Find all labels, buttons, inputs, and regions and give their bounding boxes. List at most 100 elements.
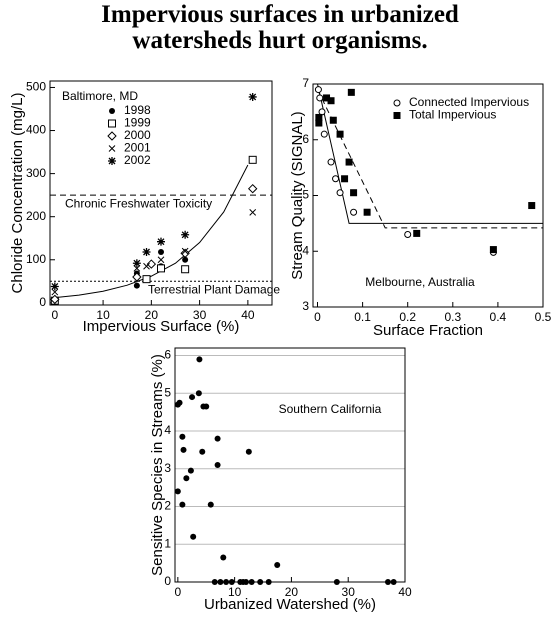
legend-label: 1999 <box>124 116 151 130</box>
point <box>203 403 210 410</box>
y-tick-label: 4 <box>302 243 309 257</box>
point <box>528 202 536 210</box>
point <box>51 288 59 296</box>
point <box>327 97 335 105</box>
x-tick-label: 0 <box>174 585 181 599</box>
y-tick-label: 0 <box>39 295 46 309</box>
x-axis-label: Impervious Surface (%) <box>83 318 240 335</box>
x-tick-label: 10 <box>96 308 110 322</box>
y-tick-label: 300 <box>26 166 46 180</box>
x-tick-label: 0.4 <box>490 310 507 324</box>
point <box>220 554 227 561</box>
y-tick-label: 400 <box>26 123 46 137</box>
x-tick-label: 0.3 <box>444 310 461 324</box>
x-tick-label: 30 <box>342 585 356 599</box>
point <box>223 579 230 585</box>
y-tick-label: 500 <box>26 80 46 94</box>
point <box>142 248 151 257</box>
point <box>157 256 165 264</box>
legend-label: 1998 <box>124 103 151 117</box>
y-tick-label: 100 <box>26 252 46 266</box>
legend-label: 2000 <box>124 128 151 142</box>
point <box>132 259 141 268</box>
point <box>50 294 60 305</box>
point <box>332 175 340 183</box>
point <box>248 92 257 101</box>
point <box>158 249 164 256</box>
y-axis-label: Sensitive Species in Streams (%) <box>149 354 166 576</box>
point <box>217 579 224 585</box>
point <box>384 579 391 585</box>
y-axis-label: Chloride Concentration (mg/L) <box>9 93 26 294</box>
point <box>211 579 218 585</box>
point <box>50 282 59 291</box>
point <box>315 119 323 127</box>
x-tick-label: 40 <box>398 585 412 599</box>
point <box>196 356 203 363</box>
point <box>133 282 140 289</box>
annotation: Southern California <box>279 402 382 416</box>
point <box>133 265 141 272</box>
y-tick-label: 6 <box>164 348 171 362</box>
point <box>214 435 221 442</box>
point <box>107 131 117 141</box>
point <box>189 394 196 401</box>
legend-label: 2001 <box>124 141 151 155</box>
point <box>336 189 344 197</box>
point <box>320 130 328 138</box>
figure-title: Impervious surfaces in urbanized watersh… <box>101 1 459 54</box>
y-tick-label: 5 <box>302 188 309 202</box>
point <box>228 579 235 585</box>
point <box>257 579 264 585</box>
point <box>345 158 353 166</box>
point <box>248 579 255 585</box>
point <box>214 462 221 468</box>
point <box>190 533 197 540</box>
plot-frame <box>312 83 544 308</box>
point <box>341 175 349 183</box>
point <box>157 264 165 273</box>
point <box>336 130 344 138</box>
reference-label: Terrestrial Plant Damage <box>148 282 280 296</box>
point <box>393 99 401 107</box>
point <box>347 88 355 96</box>
point <box>248 155 257 164</box>
point <box>333 579 340 585</box>
point <box>146 259 157 269</box>
plot-frame <box>49 80 273 306</box>
legend-label: Connected Impervious <box>409 95 529 109</box>
point <box>142 275 151 284</box>
point <box>390 579 397 585</box>
point <box>183 475 190 482</box>
point <box>181 265 190 274</box>
point <box>181 230 190 239</box>
point <box>316 94 324 102</box>
y-tick-label: 0 <box>164 574 171 588</box>
point <box>265 579 272 585</box>
plot-frame <box>174 347 406 583</box>
point <box>247 183 258 194</box>
point <box>363 208 371 216</box>
x-axis-label: Urbanized Watershed (%) <box>204 596 376 613</box>
x-tick-label: 20 <box>145 308 159 322</box>
point <box>404 231 412 239</box>
y-tick-label: 4 <box>164 423 171 437</box>
x-tick-label: 0.2 <box>399 310 416 324</box>
point <box>179 433 186 440</box>
y-tick-label: 6 <box>302 132 309 146</box>
point <box>207 501 214 508</box>
point <box>179 501 186 508</box>
y-tick-label: 3 <box>164 461 171 475</box>
point <box>143 262 150 270</box>
fit-line <box>54 164 249 299</box>
point <box>157 237 165 246</box>
x-tick-label: 10 <box>228 585 242 599</box>
x-tick-label: 20 <box>285 585 299 599</box>
point <box>195 390 202 397</box>
x-tick-label: 40 <box>241 308 255 322</box>
point <box>249 209 257 216</box>
point <box>108 157 116 165</box>
y-tick-label: 3 <box>302 299 309 313</box>
point <box>187 467 194 474</box>
